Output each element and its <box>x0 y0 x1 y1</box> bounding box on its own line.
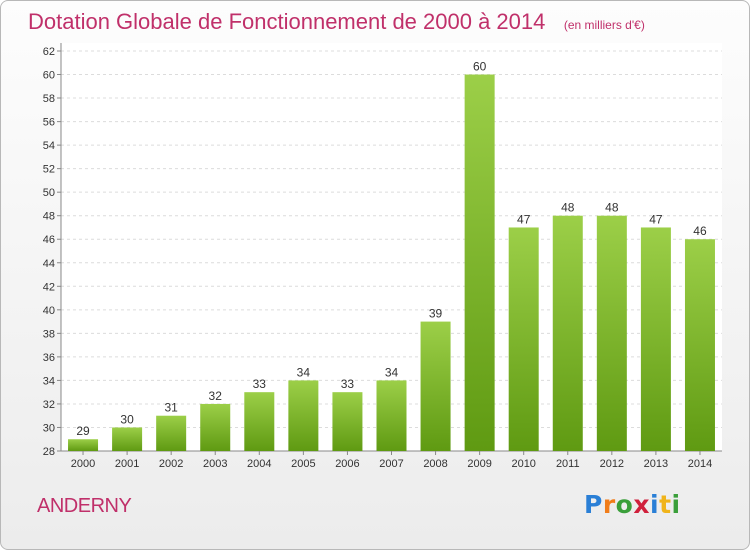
y-tick-label: 50 <box>43 187 55 199</box>
x-tick-label: 2007 <box>379 458 403 470</box>
x-tick-label: 2008 <box>423 458 447 470</box>
y-tick-label: 32 <box>43 399 55 411</box>
bar <box>200 403 231 451</box>
y-tick-label: 52 <box>43 164 55 176</box>
bar-value-label: 48 <box>605 201 619 215</box>
logo-letter: o <box>615 490 634 519</box>
bar-value-label: 33 <box>341 377 355 391</box>
x-tick-label: 2009 <box>467 458 491 470</box>
y-tick-label: 38 <box>43 328 55 340</box>
bar-value-label: 30 <box>120 412 134 426</box>
x-tick-label: 2006 <box>335 458 359 470</box>
bar <box>156 415 187 451</box>
x-tick-label: 2003 <box>203 458 227 470</box>
bar-value-label: 34 <box>385 365 399 379</box>
logo-letter: t <box>659 490 672 519</box>
bar-value-label: 29 <box>76 424 90 438</box>
bar <box>332 392 363 451</box>
y-tick-label: 36 <box>43 352 55 364</box>
bar <box>288 380 319 451</box>
logo-letter: P <box>584 490 603 519</box>
logo-letter: r <box>602 490 616 519</box>
logo-letter: i <box>671 490 681 519</box>
chart-title: Dotation Globale de Fonctionnement de 20… <box>28 9 546 34</box>
x-tick-label: 2005 <box>291 458 315 470</box>
bar <box>376 380 407 451</box>
bar <box>464 74 495 451</box>
bar-value-label: 33 <box>253 377 267 391</box>
y-tick-label: 44 <box>43 258 55 270</box>
x-tick-label: 2011 <box>556 458 580 470</box>
x-tick-label: 2012 <box>600 458 624 470</box>
x-tick-label: 2013 <box>644 458 668 470</box>
bar-value-label: 60 <box>473 60 487 74</box>
title-row: Dotation Globale de Fonctionnement de 20… <box>28 9 645 35</box>
y-tick-label: 34 <box>43 375 55 387</box>
x-tick-label: 2002 <box>159 458 183 470</box>
x-tick-label: 2001 <box>115 458 139 470</box>
bar-value-label: 39 <box>429 307 443 321</box>
bar-value-label: 47 <box>517 212 531 226</box>
y-tick-label: 42 <box>43 281 55 293</box>
y-tick-label: 56 <box>43 117 55 129</box>
bar-value-label: 34 <box>297 365 311 379</box>
proxiti-logo: Proxiti <box>584 490 681 519</box>
x-tick-label: 2010 <box>511 458 535 470</box>
y-tick-label: 30 <box>43 422 55 434</box>
y-tick-label: 28 <box>43 446 55 458</box>
bar <box>244 392 275 451</box>
bar-value-label: 48 <box>561 201 575 215</box>
bar <box>684 239 715 451</box>
x-tick-label: 2004 <box>247 458 271 470</box>
logo-letter: x <box>633 490 650 519</box>
y-tick-label: 54 <box>43 140 55 152</box>
y-tick-label: 62 <box>43 46 55 58</box>
bar-value-label: 46 <box>693 224 707 238</box>
bar <box>112 427 143 451</box>
bar <box>640 227 671 451</box>
bar <box>552 215 583 451</box>
y-tick-label: 60 <box>43 70 55 82</box>
bar-value-label: 47 <box>649 212 663 226</box>
logo-letter: i <box>650 490 660 519</box>
bar <box>596 215 627 451</box>
y-tick-label: 58 <box>43 93 55 105</box>
commune-name: ANDERNY <box>37 495 132 517</box>
bar <box>420 321 451 451</box>
y-tick-label: 40 <box>43 305 55 317</box>
bar-value-label: 31 <box>164 401 178 415</box>
x-tick-label: 2000 <box>71 458 95 470</box>
y-tick-label: 48 <box>43 211 55 223</box>
bar <box>68 439 99 451</box>
chart-subtitle: (en milliers d'€) <box>563 18 645 32</box>
bar <box>508 227 539 451</box>
y-tick-label: 46 <box>43 234 55 246</box>
x-tick-label: 2014 <box>688 458 712 470</box>
bar-value-label: 32 <box>209 389 223 403</box>
